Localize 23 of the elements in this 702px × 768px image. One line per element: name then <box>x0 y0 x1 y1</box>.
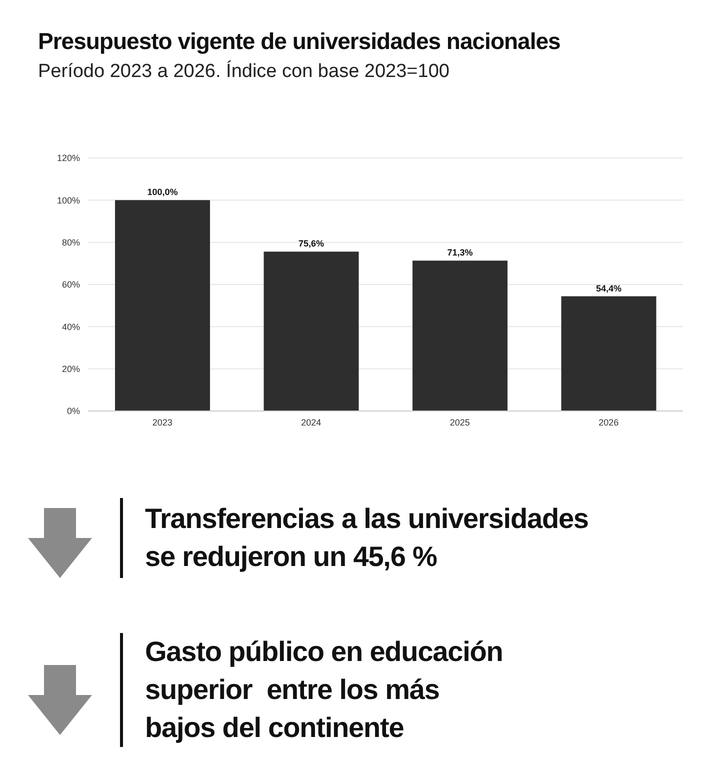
y-tick-label: 100% <box>56 195 80 206</box>
chart-title: Presupuesto vigente de universidades nacionales <box>38 28 562 55</box>
y-tick-label: 0% <box>66 406 80 416</box>
data-label: 75,6% <box>298 238 324 249</box>
data-label: 71,3% <box>447 248 473 258</box>
y-tick-label: 20% <box>62 364 80 374</box>
x-tick-label: 2023 <box>152 417 172 428</box>
bar <box>412 260 508 411</box>
y-tick-label: 80% <box>62 238 80 248</box>
data-label: 100,0% <box>147 187 178 198</box>
x-tick-label: 2025 <box>450 417 470 428</box>
text: Gasto público en educación superior entre los más bajos del continente <box>145 635 503 745</box>
x-tick-label: 2024 <box>301 417 322 428</box>
data-label: 54,4% <box>596 283 622 294</box>
y-tick-label: 40% <box>62 322 80 332</box>
y-tick-label: 120% <box>56 153 80 164</box>
y-tick-label: 60% <box>62 280 80 290</box>
x-tick-label: 2026 <box>598 417 619 428</box>
text: Transferencias a las universidades se redujeron un 45,6 % <box>145 502 588 574</box>
bar <box>115 200 210 411</box>
chart-subtitle: Período 2023 a 2026. Índice con base 2023=100 <box>38 61 450 83</box>
bar <box>264 252 359 411</box>
bar <box>561 296 656 411</box>
